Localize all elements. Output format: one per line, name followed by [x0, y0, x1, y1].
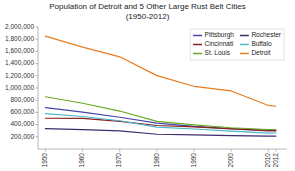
- tick-label: 1950: [41, 153, 48, 168]
- legend-item: Rochester: [240, 31, 282, 38]
- tick-label: 400,000: [11, 120, 35, 127]
- tick-label: 1,400,000: [5, 59, 34, 66]
- tick-label: 1,000,000: [5, 84, 34, 91]
- tick-mark: [156, 149, 157, 152]
- tick-label: 1960: [78, 153, 85, 168]
- tick-label: 1990: [190, 153, 197, 168]
- tick-mark: [36, 39, 39, 40]
- tick-mark: [45, 149, 46, 152]
- legend-item: Cincinnati: [193, 40, 233, 47]
- tick-mark: [36, 27, 39, 28]
- legend-frame: [190, 29, 284, 60]
- tick-mark: [36, 88, 39, 89]
- legend-swatch: [240, 44, 249, 46]
- tick-mark: [119, 149, 120, 152]
- tick-mark: [36, 63, 39, 64]
- legend-label: Pittsburgh: [205, 31, 235, 39]
- y-axis: 200,000 400,000 600,000 800,000 1,000,000 1,2…: [5, 23, 38, 140]
- tick-mark: [36, 75, 39, 76]
- legend-label: Cincinnati: [205, 40, 234, 47]
- tick-mark: [82, 149, 83, 152]
- x-axis-line: [38, 149, 287, 150]
- legend-label: Detroit: [251, 49, 270, 56]
- tick-mark: [36, 112, 39, 113]
- legend-label: Rochester: [251, 31, 281, 38]
- legend-swatch: [240, 53, 249, 55]
- tick-mark: [36, 124, 39, 125]
- tick-mark: [231, 149, 232, 152]
- legend-item: Buffalo: [240, 40, 272, 47]
- tick-mark: [194, 149, 195, 152]
- legend-item: St. Louis: [193, 49, 231, 56]
- tick-label: 2,000,000: [5, 23, 34, 30]
- x-axis: 1950 1960 1970 1980 1990 2000 20102012: [41, 149, 278, 167]
- tick-mark: [36, 136, 39, 137]
- tick-mark: [268, 149, 269, 152]
- legend-swatch: [240, 35, 249, 37]
- legend-swatch: [193, 44, 202, 46]
- title: Population of Detroit and 5 Other Large …: [49, 2, 246, 21]
- tick-label: 1,600,000: [5, 47, 34, 54]
- tick-label: 2010: [264, 153, 271, 168]
- tick-mark: [275, 149, 276, 152]
- y-axis-line: [38, 27, 39, 149]
- tick-label: 1,800,000: [5, 35, 34, 42]
- tick-label: 1,200,000: [5, 72, 34, 79]
- legend-item: Detroit: [240, 49, 271, 56]
- series-line: [45, 129, 275, 136]
- tick-label: 2000: [227, 153, 234, 168]
- tick-mark: [36, 51, 39, 52]
- legend-label: St. Louis: [205, 49, 231, 56]
- tick-label: 600,000: [11, 108, 35, 115]
- tick-label: 2012: [272, 153, 279, 168]
- legend-item: Pittsburgh: [193, 31, 234, 39]
- chart: Population of Detroit and 5 Other Large …: [0, 0, 295, 171]
- legend-swatch: [193, 53, 202, 55]
- tick-label: 1980: [153, 153, 160, 168]
- tick-mark: [36, 100, 39, 101]
- series-line: [45, 114, 275, 133]
- tick-label: 200,000: [11, 133, 35, 140]
- tick-label: 800,000: [11, 96, 35, 103]
- series-line: [45, 97, 275, 130]
- legend-label: Buffalo: [251, 40, 272, 47]
- legend: PittsburghCincinnati St. Louis Rochester Bu…: [190, 29, 284, 60]
- legend-swatch: [193, 35, 202, 37]
- tick-label: 1970: [115, 153, 122, 168]
